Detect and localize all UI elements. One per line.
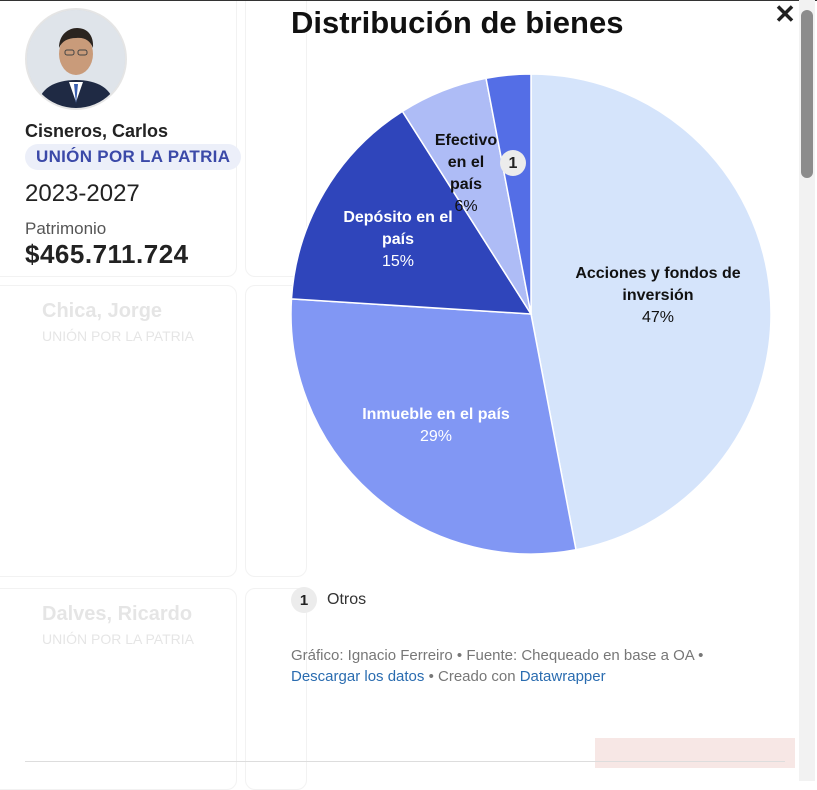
pie-slice bbox=[290, 298, 577, 555]
slice-label: Inmueble en el país bbox=[362, 406, 510, 423]
footer-credit: Gráfico: Ignacio Ferreiro • Fuente: Cheq… bbox=[291, 647, 704, 664]
chart-footer: Gráfico: Ignacio Ferreiro • Fuente: Cheq… bbox=[291, 645, 761, 687]
slice-label: en el bbox=[448, 154, 484, 171]
chart-legend: 1 Otros bbox=[291, 587, 366, 613]
party-badge: UNIÓN POR LA PATRIA bbox=[25, 144, 242, 170]
slice-label: inversión bbox=[622, 287, 693, 304]
pie-slice bbox=[485, 73, 532, 315]
top-divider bbox=[0, 0, 817, 1]
candidate-name: Cisneros, Carlos bbox=[25, 121, 169, 141]
scrollbar-track[interactable] bbox=[799, 0, 815, 781]
slice-label: Depósito en el bbox=[343, 209, 452, 226]
term-period: 2023-2027 bbox=[25, 180, 140, 207]
slice-value-label: 6% bbox=[454, 198, 477, 215]
download-data-link[interactable]: Descargar los datos bbox=[291, 668, 425, 685]
avatar bbox=[25, 8, 127, 110]
slice-value-label: 47% bbox=[642, 309, 674, 326]
patrimonio-label: Patrimonio bbox=[25, 219, 107, 238]
slice-callout-number: 1 bbox=[509, 155, 518, 172]
scrollbar-thumb[interactable] bbox=[801, 10, 813, 178]
legend-key-badge: 1 bbox=[291, 587, 317, 613]
chart-title: Distribución de bienes bbox=[291, 5, 624, 40]
portrait-image bbox=[27, 10, 125, 108]
bottom-divider bbox=[25, 761, 785, 762]
slice-label: Acciones y fondos de bbox=[575, 265, 740, 282]
slice-label: Efectivo bbox=[435, 132, 497, 149]
slice-label: país bbox=[450, 176, 482, 193]
slice-value-label: 15% bbox=[382, 253, 414, 270]
footer-created-with: • Creado con bbox=[424, 668, 520, 685]
datawrapper-link[interactable]: Datawrapper bbox=[519, 668, 606, 685]
close-icon[interactable]: ✕ bbox=[774, 0, 796, 29]
patrimonio-value: $465.711.724 bbox=[25, 239, 189, 269]
slice-callout-badge bbox=[500, 150, 526, 176]
pie-slice bbox=[290, 110, 533, 315]
slice-label: país bbox=[382, 231, 414, 248]
slice-value-label: 29% bbox=[420, 428, 452, 445]
pie-slice bbox=[530, 73, 772, 551]
legend-label: Otros bbox=[327, 591, 367, 608]
